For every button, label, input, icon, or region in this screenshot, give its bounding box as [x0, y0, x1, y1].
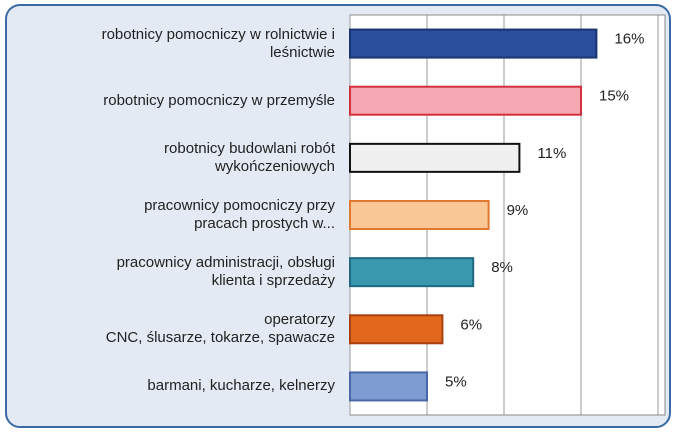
bar [349, 142, 521, 173]
bar [349, 28, 598, 59]
bar [349, 314, 444, 345]
category-label: operatorzy CNC, ślusarze, tokarze, spawa… [105, 311, 335, 347]
value-label: 8% [491, 259, 513, 276]
category-label: pracownicy administracji, obsługi klient… [116, 254, 335, 290]
value-label: 9% [507, 202, 529, 219]
bar [349, 257, 475, 288]
category-label: barmani, kucharze, kelnerzy [147, 377, 335, 395]
category-label: robotnicy pomocniczy w przemyśle [103, 91, 335, 109]
value-label: 16% [614, 31, 644, 48]
value-label: 5% [445, 373, 467, 390]
category-label: pracownicy pomocniczy przy pracach prost… [144, 197, 335, 232]
value-label: 15% [599, 88, 629, 105]
category-label: robotnicy budowlani robót wykończeniowyc… [164, 139, 335, 175]
bar [349, 200, 490, 230]
value-label: 6% [460, 316, 482, 333]
category-label: robotnicy pomocniczy w rolnictwie i leśn… [101, 25, 335, 61]
bar [349, 371, 428, 402]
bar [349, 85, 582, 116]
value-label: 11% [537, 145, 566, 162]
